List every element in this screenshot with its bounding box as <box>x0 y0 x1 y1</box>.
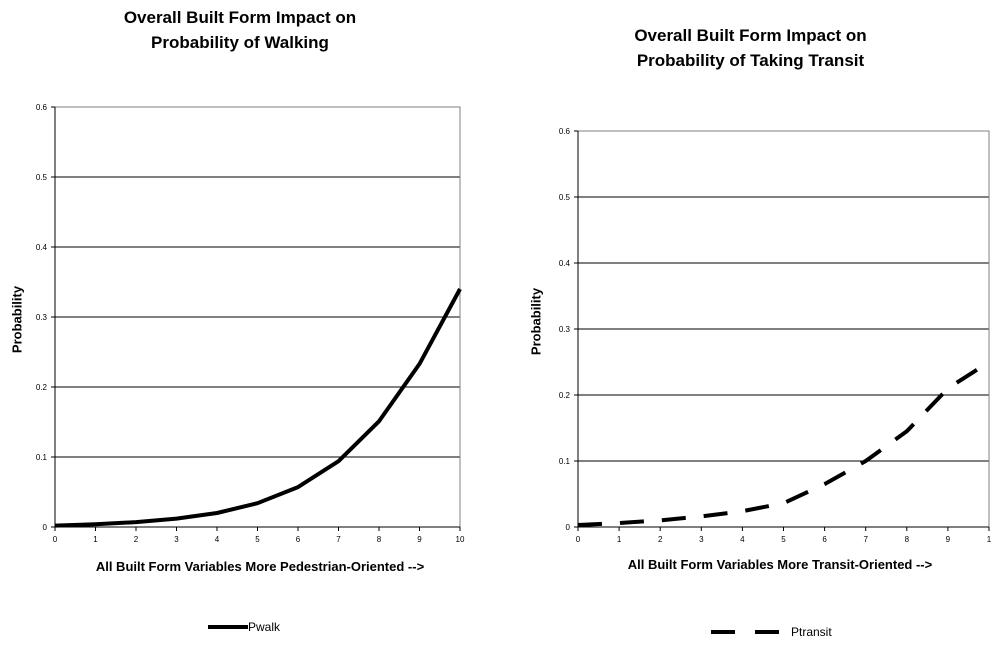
x-tick-label: 8 <box>377 535 382 544</box>
legend: Pwalk <box>208 620 280 634</box>
x-tick-label: 0 <box>53 535 58 544</box>
y-tick-label: 0.1 <box>36 453 48 462</box>
y-tick-label: 0.5 <box>559 193 571 202</box>
legend: Ptransit <box>711 625 832 639</box>
chart-title: Overall Built Form Impact on Probability… <box>634 26 867 70</box>
x-tick-label: 10 <box>456 535 465 544</box>
x-tick-label: 3 <box>174 535 179 544</box>
y-axis-label: Probability <box>9 285 25 354</box>
x-axis-label: All Built Form Variables More Transit-Or… <box>627 557 933 572</box>
transit-chart: Overall Built Form Impact on Probability… <box>510 0 991 652</box>
walking-plot: 0 0.1 0.2 0.3 0.4 0.5 0.6 0 1 2 3 4 5 6 7 8 9 10 <box>36 103 465 544</box>
series-line <box>577 360 991 527</box>
y-tick-label: 0.4 <box>559 259 571 268</box>
x-tick-label: 1 <box>617 535 622 544</box>
y-tick-label: 0.3 <box>36 313 48 322</box>
x-tick-label: 1 <box>93 535 98 544</box>
y-tick-label: 0.3 <box>559 325 571 334</box>
y-tick-label: 0.2 <box>36 383 48 392</box>
x-tick-label: 3 <box>699 535 704 544</box>
x-tick-label: 0 <box>576 535 581 544</box>
y-tick-label: 0.5 <box>36 173 48 182</box>
transit-plot: 0 0.1 0.2 0.3 0.4 0.5 0.6 0 1 2 3 4 5 6 7 8 9 1 <box>559 127 991 544</box>
x-tick-label: 6 <box>296 535 301 544</box>
chart-title: Overall Built Form Impact on Probability… <box>123 8 357 52</box>
y-tick-label: 0 <box>43 523 48 532</box>
y-tick-label: 0 <box>566 523 571 532</box>
y-tick-label: 0.4 <box>36 243 48 252</box>
x-tick-label: 1 <box>987 535 991 544</box>
y-tick-label: 0.6 <box>36 103 48 112</box>
y-tick-label: 0.1 <box>559 457 571 466</box>
y-axis-label: Probability <box>528 287 544 356</box>
legend-label: Ptransit <box>791 625 832 639</box>
x-tick-label: 7 <box>863 535 868 544</box>
x-tick-label: 5 <box>255 535 260 544</box>
x-tick-label: 9 <box>946 535 951 544</box>
legend-label: Pwalk <box>248 620 281 634</box>
x-tick-label: 7 <box>336 535 341 544</box>
x-tick-label: 8 <box>905 535 910 544</box>
y-tick-label: 0.2 <box>559 391 571 400</box>
x-tick-label: 9 <box>417 535 422 544</box>
series-line <box>54 288 462 528</box>
x-tick-label: 2 <box>134 535 139 544</box>
legend-swatch-solid <box>208 625 248 629</box>
x-tick-label: 4 <box>215 535 220 544</box>
x-tick-label: 2 <box>658 535 663 544</box>
x-tick-label: 5 <box>781 535 786 544</box>
y-tick-label: 0.6 <box>559 127 571 136</box>
x-tick-label: 4 <box>740 535 745 544</box>
walking-chart: Overall Built Form Impact on Probability… <box>0 0 480 652</box>
x-axis-label: All Built Form Variables More Pedestrian… <box>95 559 425 574</box>
x-tick-label: 6 <box>822 535 827 544</box>
legend-swatch-dashed <box>711 630 791 634</box>
